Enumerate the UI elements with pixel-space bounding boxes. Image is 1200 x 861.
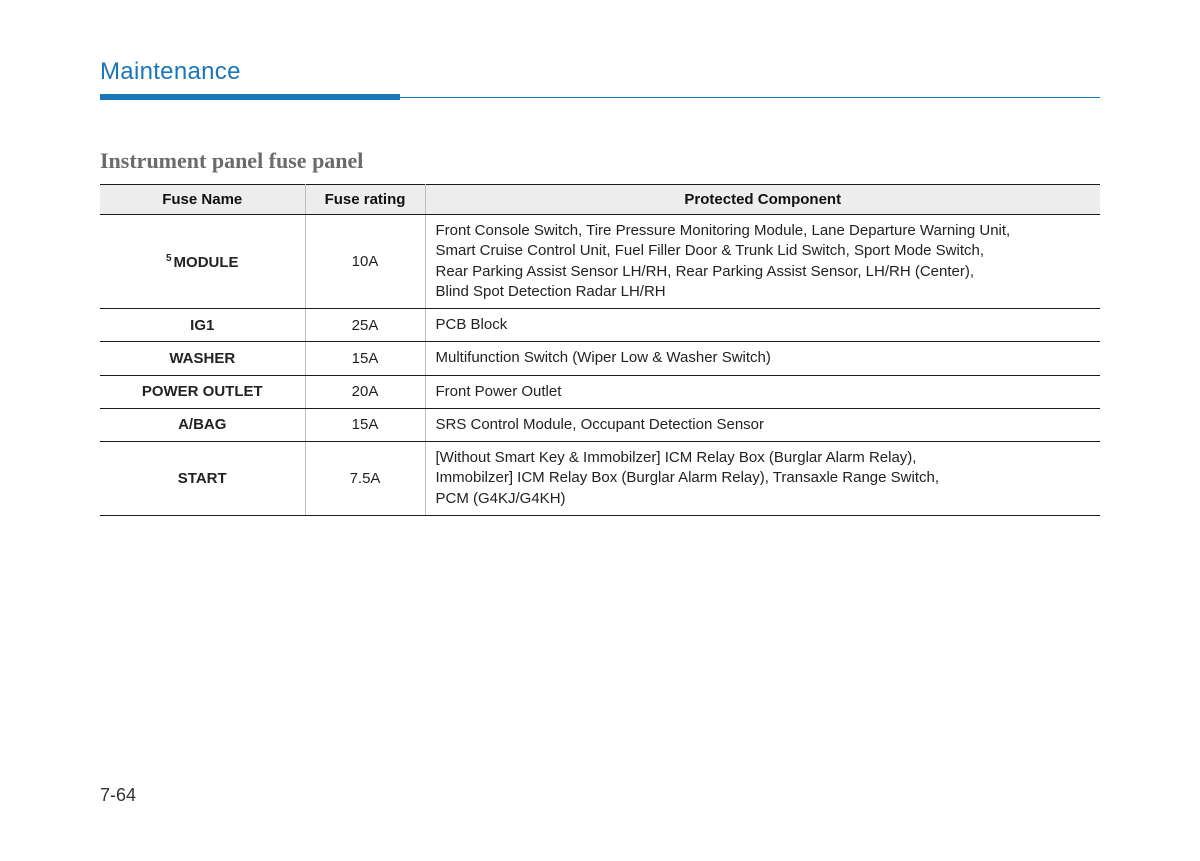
cell-fuse-name: A/BAG bbox=[100, 408, 305, 441]
table-row: 5MODULE10AFront Console Switch, Tire Pre… bbox=[100, 215, 1100, 309]
page-number: 7-64 bbox=[100, 785, 136, 806]
cell-fuse-rating: 20A bbox=[305, 375, 425, 408]
col-header-fuse-name: Fuse Name bbox=[100, 185, 305, 215]
chapter-title: Maintenance bbox=[100, 58, 1100, 86]
cell-fuse-name: WASHER bbox=[100, 342, 305, 375]
fuse-name-superscript: 5 bbox=[166, 253, 172, 264]
table-row: START 7.5A[Without Smart Key & Immobilzer… bbox=[100, 442, 1100, 516]
cell-fuse-rating: 7.5A bbox=[305, 442, 425, 516]
table-row: WASHER 15AMultifunction Switch (Wiper Low… bbox=[100, 342, 1100, 375]
table-row: POWER OUTLET 20AFront Power Outlet bbox=[100, 375, 1100, 408]
cell-fuse-rating: 15A bbox=[305, 342, 425, 375]
fuse-name-text: START bbox=[178, 470, 227, 487]
fuse-table: Fuse Name Fuse rating Protected Componen… bbox=[100, 184, 1100, 516]
cell-fuse-name: START bbox=[100, 442, 305, 516]
col-header-protected-component: Protected Component bbox=[425, 185, 1100, 215]
fuse-name-text: MODULE bbox=[174, 254, 239, 271]
cell-fuse-name: POWER OUTLET bbox=[100, 375, 305, 408]
cell-fuse-name: 5MODULE bbox=[100, 215, 305, 309]
section-title: Instrument panel fuse panel bbox=[100, 148, 1100, 174]
manual-page: Maintenance Instrument panel fuse panel … bbox=[0, 0, 1200, 861]
cell-protected-component: SRS Control Module, Occupant Detection S… bbox=[425, 408, 1100, 441]
table-header-row: Fuse Name Fuse rating Protected Componen… bbox=[100, 185, 1100, 215]
cell-fuse-rating: 15A bbox=[305, 408, 425, 441]
cell-fuse-rating: 10A bbox=[305, 215, 425, 309]
cell-fuse-name: IG1 bbox=[100, 309, 305, 342]
cell-fuse-rating: 25A bbox=[305, 309, 425, 342]
table-row: A/BAG 15ASRS Control Module, Occupant Det… bbox=[100, 408, 1100, 441]
fuse-name-text: WASHER bbox=[169, 350, 235, 367]
fuse-name-text: A/BAG bbox=[178, 416, 226, 433]
table-row: IG1 25APCB Block bbox=[100, 309, 1100, 342]
cell-protected-component: Front Power Outlet bbox=[425, 375, 1100, 408]
cell-protected-component: PCB Block bbox=[425, 309, 1100, 342]
header-rule-thick bbox=[100, 94, 400, 100]
header-rule bbox=[100, 94, 1100, 100]
fuse-name-text: POWER OUTLET bbox=[142, 383, 263, 400]
cell-protected-component: Multifunction Switch (Wiper Low & Washer… bbox=[425, 342, 1100, 375]
cell-protected-component: [Without Smart Key & Immobilzer] ICM Rel… bbox=[425, 442, 1100, 516]
col-header-fuse-rating: Fuse rating bbox=[305, 185, 425, 215]
cell-protected-component: Front Console Switch, Tire Pressure Moni… bbox=[425, 215, 1100, 309]
fuse-table-body: 5MODULE10AFront Console Switch, Tire Pre… bbox=[100, 215, 1100, 516]
fuse-name-text: IG1 bbox=[190, 317, 214, 334]
